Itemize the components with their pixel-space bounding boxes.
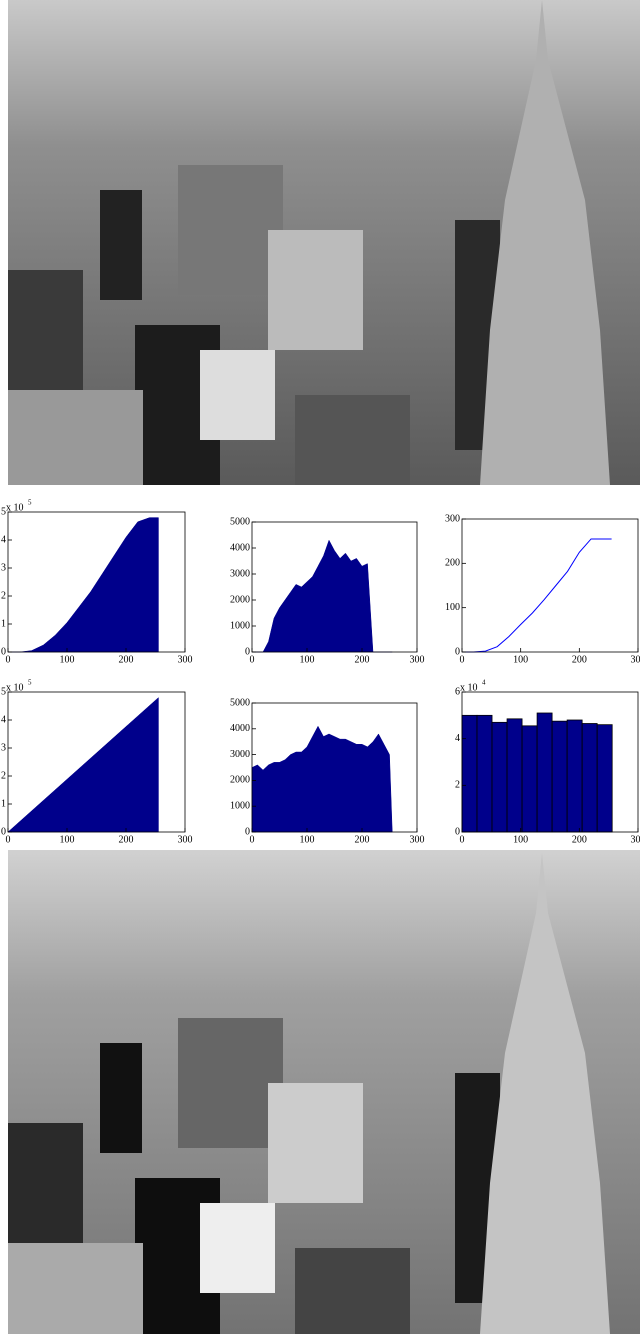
bar (462, 715, 477, 832)
x-tick-label: 300 (631, 834, 640, 845)
figure: 0123450100200300x 1050100020003000400050… (0, 0, 640, 1334)
area (252, 540, 392, 652)
area (8, 698, 158, 832)
chart-panel: 02460100200300x 104 (455, 679, 640, 846)
page: 0123450100200300x 1050100020003000400050… (0, 0, 640, 1334)
x-tick-label: 200 (355, 834, 370, 845)
x-tick-label: 300 (631, 654, 640, 665)
area (252, 726, 392, 832)
x-tick-label: 200 (355, 654, 370, 665)
y-scale-exponent: 4 (482, 679, 486, 687)
area (8, 518, 158, 652)
y-tick-label: 2 (1, 770, 6, 781)
y-tick-label: 4 (1, 534, 6, 545)
y-tick-label: 2000 (230, 594, 250, 605)
x-tick-label: 200 (572, 654, 587, 665)
equalized-photo (8, 850, 640, 1334)
x-tick-label: 0 (250, 834, 255, 845)
x-tick-label: 200 (119, 834, 134, 845)
x-tick-label: 200 (572, 834, 587, 845)
x-tick-label: 100 (300, 834, 315, 845)
x-tick-label: 300 (410, 834, 425, 845)
y-tick-label: 100 (445, 602, 460, 613)
x-tick-label: 0 (6, 834, 11, 845)
x-tick-label: 300 (410, 654, 425, 665)
y-scale-exponent: 5 (28, 679, 32, 687)
bar (522, 726, 537, 832)
y-tick-label: 1000 (230, 800, 250, 811)
y-tick-label: 2 (1, 590, 6, 601)
y-scale-exponent: 5 (28, 499, 32, 507)
x-tick-label: 100 (60, 654, 75, 665)
x-tick-label: 0 (6, 654, 11, 665)
bar (537, 713, 552, 832)
y-scale-label: x 10 (6, 502, 24, 513)
y-tick-label: 4 (1, 714, 6, 725)
y-tick-label: 4 (455, 733, 460, 744)
x-tick-label: 0 (250, 654, 255, 665)
y-tick-label: 4000 (230, 723, 250, 734)
y-tick-label: 1 (1, 618, 6, 629)
y-scale-label: x 10 (6, 682, 24, 693)
line (462, 539, 612, 652)
y-tick-label: 4000 (230, 542, 250, 553)
x-tick-label: 100 (513, 654, 528, 665)
bar (492, 722, 507, 832)
x-tick-label: 300 (178, 834, 193, 845)
bar (567, 720, 582, 832)
y-tick-label: 300 (445, 513, 460, 524)
y-tick-label: 3 (1, 742, 6, 753)
original-photo (8, 0, 640, 485)
x-tick-label: 100 (60, 834, 75, 845)
y-tick-label: 3 (1, 562, 6, 573)
y-tick-label: 200 (445, 558, 460, 569)
y-tick-label: 3000 (230, 749, 250, 760)
y-tick-label: 5000 (230, 697, 250, 708)
x-tick-label: 100 (300, 654, 315, 665)
y-tick-label: 1 (1, 798, 6, 809)
bar (582, 724, 597, 833)
x-tick-label: 0 (460, 654, 465, 665)
y-tick-label: 2 (455, 780, 460, 791)
bar (597, 725, 612, 832)
x-tick-label: 300 (178, 654, 193, 665)
y-tick-label: 1000 (230, 620, 250, 631)
bar (552, 721, 567, 832)
y-tick-label: 3000 (230, 568, 250, 579)
x-tick-label: 100 (513, 834, 528, 845)
x-tick-label: 200 (119, 654, 134, 665)
y-tick-label: 5000 (230, 516, 250, 527)
x-tick-label: 0 (460, 834, 465, 845)
y-scale-label: x 10 (460, 682, 478, 693)
y-tick-label: 2000 (230, 775, 250, 786)
bar (477, 715, 492, 832)
bar (507, 719, 522, 832)
